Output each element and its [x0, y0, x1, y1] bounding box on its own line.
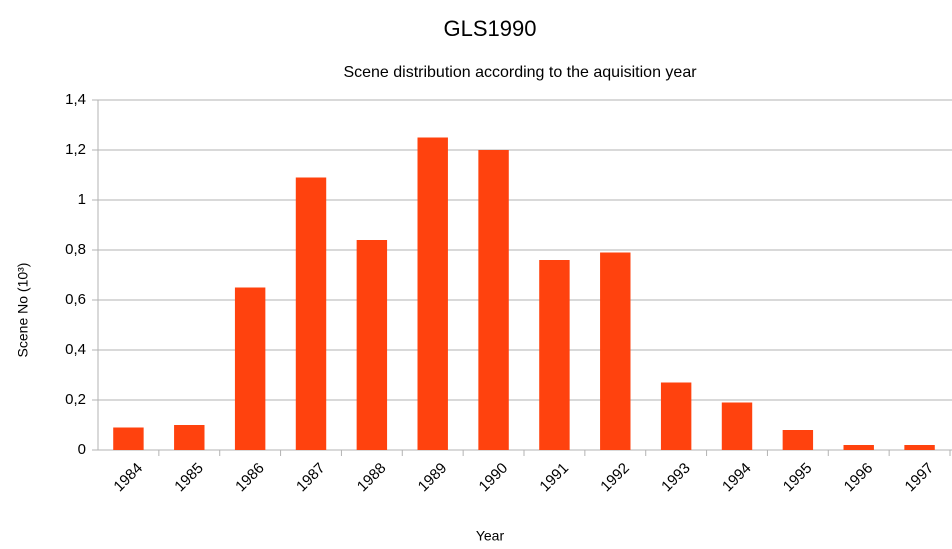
x-tick-label: 1996 [841, 460, 877, 496]
bar [721, 402, 753, 450]
x-tick-label: 1991 [536, 460, 572, 496]
y-tick-label: 1,4 [65, 91, 86, 108]
bar [417, 137, 448, 450]
chart-subtitle: Scene distribution according to the aqui… [343, 64, 697, 81]
bar [356, 240, 388, 450]
y-tick-label: 0,6 [65, 291, 86, 308]
bar [539, 260, 570, 450]
bar [843, 445, 874, 450]
bar [113, 427, 144, 450]
y-tick-label: 0,2 [65, 391, 86, 408]
bar [600, 252, 631, 450]
x-tick-label: 1987 [293, 460, 329, 496]
bar [295, 177, 327, 450]
bar [904, 445, 935, 450]
y-tick-label: 0 [78, 441, 86, 458]
x-tick-label: 1989 [415, 460, 451, 496]
x-tick-label: 1984 [110, 460, 146, 496]
x-tick-label: 1994 [719, 460, 755, 496]
x-tick-label: 1992 [597, 460, 633, 496]
bar [478, 150, 509, 450]
y-axis-label: Scene No (10³) [15, 263, 31, 358]
bar [174, 425, 205, 450]
x-tick-label: 1986 [232, 460, 268, 496]
y-tick-label: 1,2 [65, 141, 86, 158]
y-tick-label: 1 [78, 191, 86, 208]
y-tick-label: 0,4 [65, 341, 86, 358]
x-axis-label: Year [476, 528, 505, 544]
y-tick-label: 0,8 [65, 241, 86, 258]
bar [782, 430, 814, 450]
bar [234, 287, 266, 450]
x-tick-label: 1995 [780, 460, 816, 496]
x-tick-label: 1985 [171, 460, 207, 496]
chart-title: GLS1990 [444, 16, 537, 41]
x-tick-label: 1988 [354, 460, 390, 496]
x-tick-label: 1990 [476, 460, 512, 496]
bar [660, 382, 692, 450]
x-tick-label: 1997 [902, 460, 938, 496]
x-tick-label: 1993 [658, 460, 694, 496]
